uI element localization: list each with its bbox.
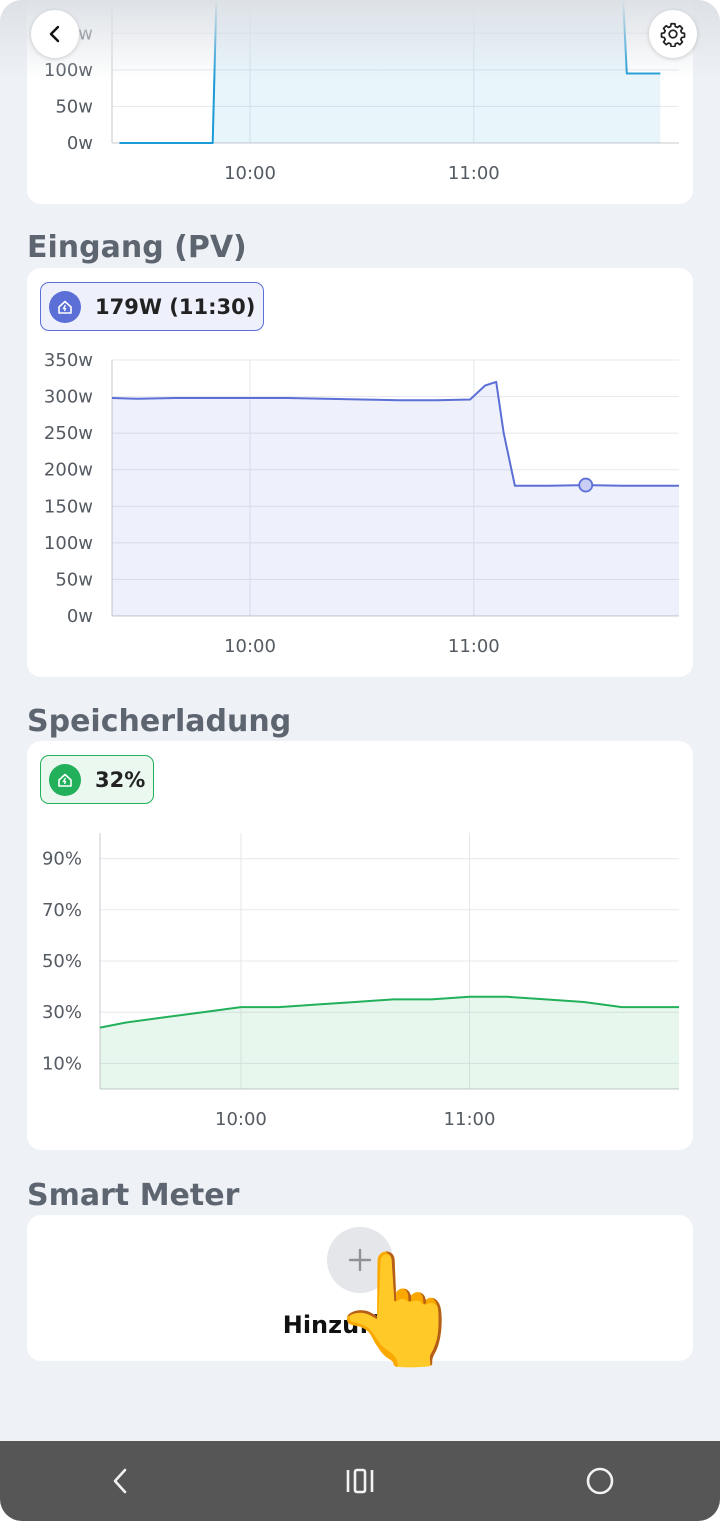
top-x-tick-label: 10:00 bbox=[224, 163, 276, 184]
pv-y-tick-label: 100w bbox=[44, 533, 93, 554]
battery-badge-value: 32% bbox=[95, 767, 146, 792]
smart-meter-section-title: Smart Meter bbox=[27, 1178, 240, 1213]
pv-y-tick-label: 350w bbox=[44, 350, 93, 371]
pv-y-tick-label: 50w bbox=[55, 569, 93, 590]
pv-y-tick-label: 150w bbox=[44, 496, 93, 517]
add-smart-meter-button[interactable] bbox=[327, 1227, 393, 1293]
top-area bbox=[119, 0, 661, 143]
top-x-tick-label: 11:00 bbox=[448, 163, 500, 184]
pointing-hand-icon: 👆 bbox=[330, 1248, 467, 1371]
pv-y-tick-label: 200w bbox=[44, 460, 93, 481]
smart-meter-card: Hinzufügen bbox=[27, 1215, 693, 1361]
pv-badge-value: 179W (11:30) bbox=[95, 294, 256, 319]
bat-line bbox=[99, 995, 679, 1029]
nav-back-icon bbox=[113, 1468, 127, 1494]
nav-recents-icon bbox=[346, 1468, 374, 1494]
pv-y-tick-label: 300w bbox=[44, 387, 93, 408]
pv-highlight-point bbox=[578, 477, 594, 493]
system-navbar bbox=[0, 1441, 720, 1521]
bat-y-tick-label: 50% bbox=[42, 951, 82, 972]
battery-chart: 90% 70% 50% 30% 10% 10:00 11:00 bbox=[42, 833, 679, 1130]
nav-back-button[interactable] bbox=[80, 1451, 160, 1511]
pv-x-tick-label: 11:00 bbox=[448, 636, 500, 657]
pv-area bbox=[112, 381, 679, 616]
add-label[interactable]: Hinzufügen bbox=[282, 1311, 438, 1339]
gear-icon bbox=[660, 22, 686, 47]
bat-y-tick-label: 90% bbox=[42, 849, 82, 870]
settings-button[interactable] bbox=[649, 10, 697, 58]
nav-recents-button[interactable] bbox=[320, 1451, 400, 1511]
bat-y-tick-label: 70% bbox=[42, 900, 82, 921]
bat-x-tick-label: 10:00 bbox=[215, 1109, 267, 1130]
top-y-tick-label: 100w bbox=[44, 60, 93, 81]
battery-chart-card: 32% 90% 70% 50% 30% 10% 10:00 11:00 bbox=[27, 741, 693, 1150]
back-button[interactable] bbox=[31, 10, 79, 58]
battery-badge: 32% bbox=[40, 755, 155, 804]
home-solar-icon bbox=[49, 290, 81, 323]
pv-chart-card: 179W (11:30) 350w 300w 250w 200w 150w 100w 50w… bbox=[27, 268, 693, 677]
home-battery-icon bbox=[49, 763, 81, 796]
top-y-tick-label: 0w bbox=[67, 133, 93, 154]
bat-y-tick-label: 10% bbox=[42, 1053, 82, 1074]
bat-y-tick-label: 30% bbox=[42, 1002, 82, 1023]
pv-chart: 350w 300w 250w 200w 150w 100w 50w 0w 10:00 11:00 bbox=[44, 350, 679, 657]
pv-badge: 179W (11:30) bbox=[40, 282, 265, 331]
top-y-tick-label: 50w bbox=[55, 96, 93, 117]
plus-icon bbox=[348, 1248, 372, 1272]
pv-y-tick-label: 250w bbox=[44, 423, 93, 444]
battery-section-title: Speicherladung bbox=[27, 704, 292, 739]
nav-home-icon bbox=[586, 1467, 614, 1495]
pv-section-title: Eingang (PV) bbox=[27, 230, 247, 265]
nav-home-button[interactable] bbox=[560, 1451, 640, 1511]
pv-x-tick-label: 10:00 bbox=[224, 636, 276, 657]
bat-x-tick-label: 11:00 bbox=[444, 1109, 496, 1130]
chevron-left-icon bbox=[49, 25, 60, 43]
bat-area bbox=[100, 996, 679, 1089]
pv-y-tick-label: 0w bbox=[67, 606, 93, 627]
